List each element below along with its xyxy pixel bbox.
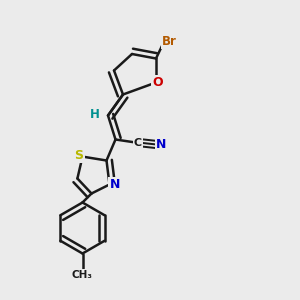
Text: O: O bbox=[152, 76, 163, 89]
Text: C: C bbox=[134, 137, 142, 148]
Text: Br: Br bbox=[162, 35, 177, 48]
Text: N: N bbox=[156, 138, 167, 151]
Text: S: S bbox=[74, 148, 83, 162]
Text: N: N bbox=[110, 178, 120, 191]
Text: H: H bbox=[90, 107, 99, 121]
Text: CH₃: CH₃ bbox=[72, 270, 93, 280]
